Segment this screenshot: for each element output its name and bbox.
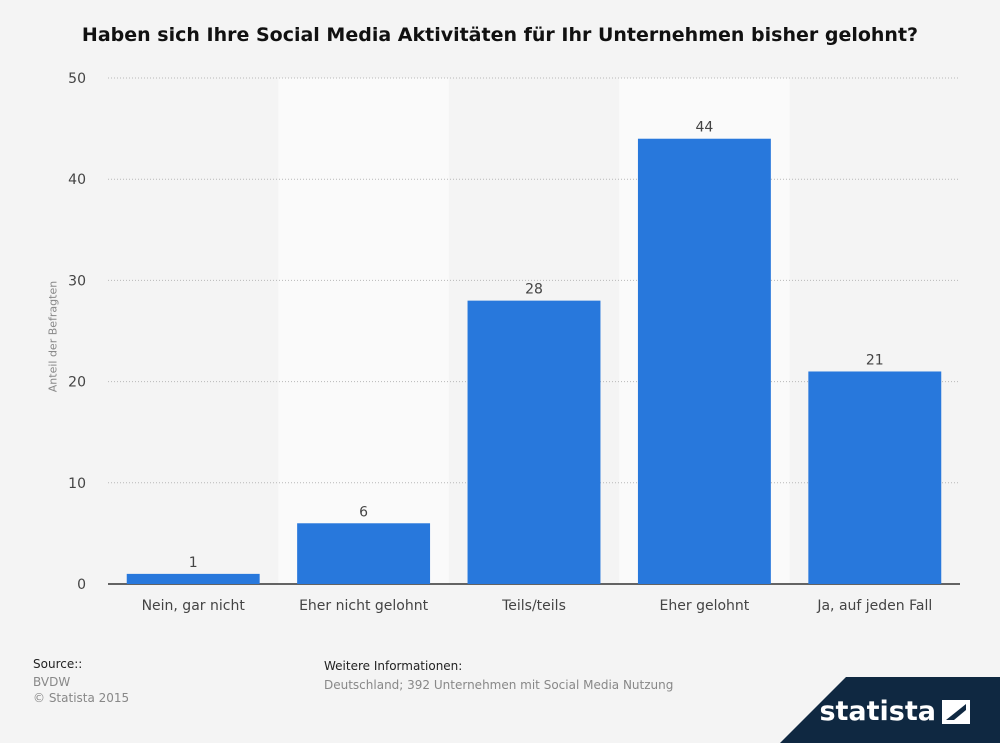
- chart-title: Haben sich Ihre Social Media Aktivitäten…: [81, 24, 919, 46]
- x-tick-label: Eher nicht gelohnt: [299, 598, 429, 614]
- data-label: 1: [189, 555, 198, 571]
- y-tick-label: 20: [68, 375, 86, 391]
- x-tick-label: Teils/teils: [501, 598, 566, 614]
- y-tick-label: 30: [68, 273, 86, 289]
- bar: [467, 300, 601, 584]
- data-label: 28: [525, 282, 543, 298]
- y-tick-label: 10: [68, 476, 86, 492]
- data-label: 6: [359, 504, 368, 520]
- data-label: 21: [866, 352, 884, 368]
- statista-logo-icon: [942, 700, 970, 724]
- data-label: 44: [695, 120, 713, 136]
- bar: [637, 138, 771, 584]
- bar: [297, 523, 431, 584]
- y-tick-label: 0: [77, 577, 86, 593]
- y-tick-label: 40: [68, 172, 86, 188]
- y-axis-label: Anteil der Befragten: [46, 280, 60, 393]
- x-tick-label: Nein, gar nicht: [142, 598, 246, 614]
- bar-chart: 0 10 20 30 40 50 1 Nein, gar nicht 6 Eher nicht …: [68, 71, 960, 614]
- source-heading: Source::: [33, 657, 83, 671]
- y-tick-label: 50: [68, 71, 86, 87]
- category-band: [278, 78, 449, 584]
- source-line: © Statista 2015: [33, 691, 130, 705]
- source-line: BVDW: [33, 675, 71, 689]
- x-tick-label: Ja, auf jeden Fall: [816, 598, 932, 614]
- info-text: Deutschland; 392 Unternehmen mit Social …: [324, 678, 674, 692]
- x-tick-label: Eher gelohnt: [660, 598, 750, 614]
- brand-name[interactable]: statista: [819, 696, 936, 727]
- bar: [808, 371, 942, 584]
- info-heading: Weitere Informationen:: [324, 659, 463, 673]
- bar: [126, 573, 260, 584]
